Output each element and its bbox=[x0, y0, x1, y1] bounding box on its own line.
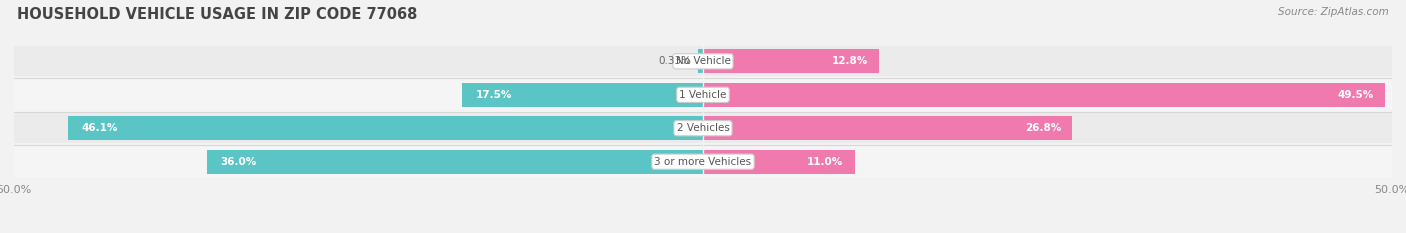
Text: 17.5%: 17.5% bbox=[475, 90, 512, 100]
Bar bbox=[14, 46, 1392, 76]
Text: 1 Vehicle: 1 Vehicle bbox=[679, 90, 727, 100]
Bar bbox=[703, 83, 1385, 107]
Text: 46.1%: 46.1% bbox=[82, 123, 118, 133]
Bar bbox=[703, 49, 879, 73]
Text: HOUSEHOLD VEHICLE USAGE IN ZIP CODE 77068: HOUSEHOLD VEHICLE USAGE IN ZIP CODE 7706… bbox=[17, 7, 418, 22]
Bar bbox=[67, 116, 703, 140]
Bar bbox=[207, 150, 703, 174]
Bar bbox=[699, 49, 703, 73]
Text: 11.0%: 11.0% bbox=[807, 157, 844, 167]
Bar bbox=[703, 116, 1073, 140]
Text: 12.8%: 12.8% bbox=[832, 56, 869, 66]
Text: 3 or more Vehicles: 3 or more Vehicles bbox=[654, 157, 752, 167]
Bar bbox=[703, 150, 855, 174]
Text: 2 Vehicles: 2 Vehicles bbox=[676, 123, 730, 133]
Text: Source: ZipAtlas.com: Source: ZipAtlas.com bbox=[1278, 7, 1389, 17]
Text: 26.8%: 26.8% bbox=[1025, 123, 1062, 133]
Bar bbox=[14, 113, 1392, 143]
Text: 0.33%: 0.33% bbox=[658, 56, 692, 66]
Text: 49.5%: 49.5% bbox=[1337, 90, 1374, 100]
Text: No Vehicle: No Vehicle bbox=[675, 56, 731, 66]
Text: 36.0%: 36.0% bbox=[221, 157, 257, 167]
Bar bbox=[14, 80, 1392, 110]
Bar bbox=[461, 83, 703, 107]
Bar bbox=[14, 147, 1392, 177]
